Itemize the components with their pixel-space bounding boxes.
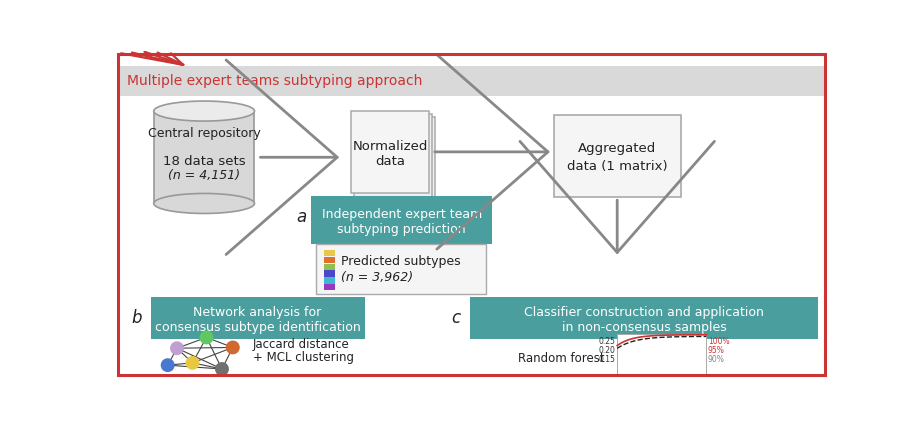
FancyBboxPatch shape [323, 278, 335, 283]
Text: 100%: 100% [707, 337, 729, 346]
FancyBboxPatch shape [357, 117, 435, 200]
FancyBboxPatch shape [119, 66, 823, 96]
Text: Predicted subtypes: Predicted subtypes [341, 255, 460, 269]
FancyBboxPatch shape [323, 270, 335, 277]
FancyBboxPatch shape [323, 249, 335, 256]
Text: data: data [375, 156, 404, 168]
Circle shape [186, 356, 199, 370]
FancyBboxPatch shape [323, 264, 335, 270]
Text: 0.20: 0.20 [598, 346, 615, 355]
FancyBboxPatch shape [316, 244, 486, 295]
Ellipse shape [153, 101, 255, 121]
Circle shape [170, 341, 184, 355]
FancyBboxPatch shape [153, 111, 255, 204]
Circle shape [225, 340, 240, 354]
Text: Random forest: Random forest [517, 352, 604, 366]
Ellipse shape [153, 193, 255, 213]
Circle shape [199, 331, 213, 344]
FancyBboxPatch shape [354, 114, 432, 196]
FancyBboxPatch shape [323, 257, 335, 263]
FancyBboxPatch shape [553, 115, 680, 197]
Text: Normalized: Normalized [352, 140, 427, 153]
FancyBboxPatch shape [323, 284, 335, 290]
Text: 0.15: 0.15 [598, 355, 615, 364]
Text: subtyping prediction: subtyping prediction [337, 223, 466, 236]
Text: Aggregated: Aggregated [577, 142, 655, 155]
Text: (n = 3,962): (n = 3,962) [341, 271, 413, 284]
Text: + MCL clustering: + MCL clustering [253, 351, 354, 364]
Text: Jaccard distance: Jaccard distance [253, 338, 349, 351]
Text: a: a [296, 207, 306, 226]
Circle shape [161, 358, 175, 372]
FancyBboxPatch shape [311, 196, 492, 244]
Circle shape [215, 362, 229, 376]
Text: 18 data sets: 18 data sets [163, 155, 245, 167]
FancyBboxPatch shape [617, 334, 706, 374]
Text: c: c [451, 309, 460, 327]
Text: in non-consensus samples: in non-consensus samples [561, 321, 725, 334]
Text: Multiple expert teams subtyping approach: Multiple expert teams subtyping approach [127, 74, 423, 88]
Text: b: b [131, 309, 142, 327]
Text: Network analysis for: Network analysis for [193, 306, 322, 319]
Text: data (1 matrix): data (1 matrix) [566, 160, 667, 173]
Text: Central repository: Central repository [148, 127, 260, 140]
Text: Independent expert team: Independent expert team [322, 208, 482, 221]
Text: 90%: 90% [707, 355, 724, 364]
Text: consensus subtype identification: consensus subtype identification [154, 321, 360, 334]
FancyBboxPatch shape [351, 111, 428, 193]
Text: 0.25: 0.25 [598, 337, 615, 346]
Text: Classifier construction and application: Classifier construction and application [524, 306, 763, 319]
FancyBboxPatch shape [151, 298, 364, 339]
Text: (n = 4,151): (n = 4,151) [168, 169, 240, 182]
FancyBboxPatch shape [470, 298, 817, 339]
Text: 95%: 95% [707, 346, 724, 355]
